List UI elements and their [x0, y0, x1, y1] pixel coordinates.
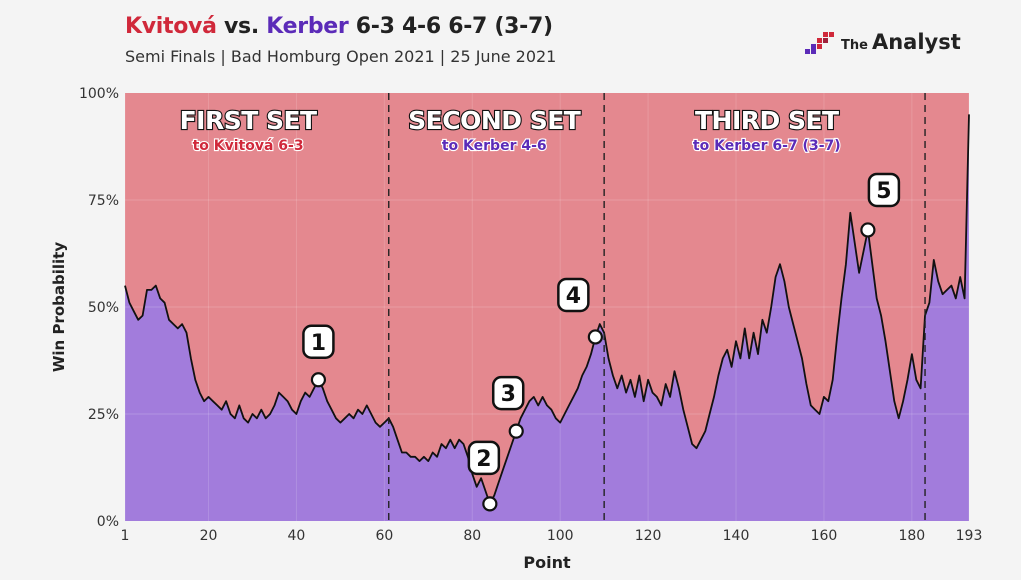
annotation-label: 4: [566, 284, 581, 309]
y-tick-label: 75%: [88, 193, 119, 209]
annotation-badge: [467, 440, 501, 476]
set-result: to Kerber 4-6: [442, 138, 547, 154]
annotation-label: 5: [876, 179, 891, 204]
chart-subtitle: Semi Finals | Bad Homburg Open 2021 | 25…: [125, 47, 557, 66]
player2-name: Kerber: [266, 14, 349, 39]
x-tick-label: 100: [547, 528, 574, 544]
vs-label: vs.: [224, 14, 259, 39]
set-result: to Kvitová 6-3: [193, 138, 304, 154]
x-tick-label: 80: [463, 528, 481, 544]
annotation-label: 3: [501, 382, 516, 407]
annotation-badge: [557, 277, 590, 313]
probability-line: [124, 114, 970, 505]
x-tick-label: 140: [723, 528, 750, 544]
annotation-marker: [482, 496, 498, 512]
brand-name: Analyst: [871, 30, 961, 54]
player1-name: Kvitová: [125, 14, 217, 39]
x-tick-label: 1: [121, 528, 130, 544]
annotation-marker: [587, 329, 603, 345]
chart-title: Kvitová vs. Kerber 6-3 4-6 6-7 (3-7): [125, 14, 553, 39]
x-tick-label: 40: [288, 528, 306, 544]
x-axis-label: Point: [523, 553, 571, 572]
set-name: SECOND SET: [408, 106, 581, 135]
annotation-label: 1: [311, 331, 326, 356]
x-tick-label: 20: [200, 528, 218, 544]
set-name: THIRD SET: [695, 106, 839, 135]
set-name: FIRST SET: [180, 106, 317, 135]
annotation-badge: [491, 375, 525, 411]
x-tick-label: 160: [811, 528, 838, 544]
y-axis-label: Win Probability: [50, 242, 68, 372]
annotation-label: 2: [476, 447, 491, 472]
y-tick-label: 0%: [97, 514, 119, 530]
x-tick-label: 120: [635, 528, 662, 544]
annotation-marker: [860, 222, 876, 238]
match-score: 6-3 4-6 6-7 (3-7): [355, 14, 553, 39]
x-tick-label: 180: [898, 528, 925, 544]
annotation-marker: [310, 372, 327, 388]
y-tick-label: 50%: [88, 300, 119, 316]
x-tick-label: 193: [956, 528, 983, 544]
x-tick-label: 60: [375, 528, 393, 544]
y-tick-label: 100%: [79, 86, 119, 102]
set-result: to Kerber 6-7 (3-7): [693, 138, 841, 154]
brand-the: The: [841, 38, 868, 53]
annotation-badge: [302, 324, 335, 360]
analyst-logo-icon: [805, 32, 834, 54]
brand-logo: The Analyst: [805, 30, 961, 54]
annotation-marker: [508, 423, 524, 439]
y-tick-label: 25%: [88, 407, 119, 423]
annotation-badge: [867, 172, 901, 208]
